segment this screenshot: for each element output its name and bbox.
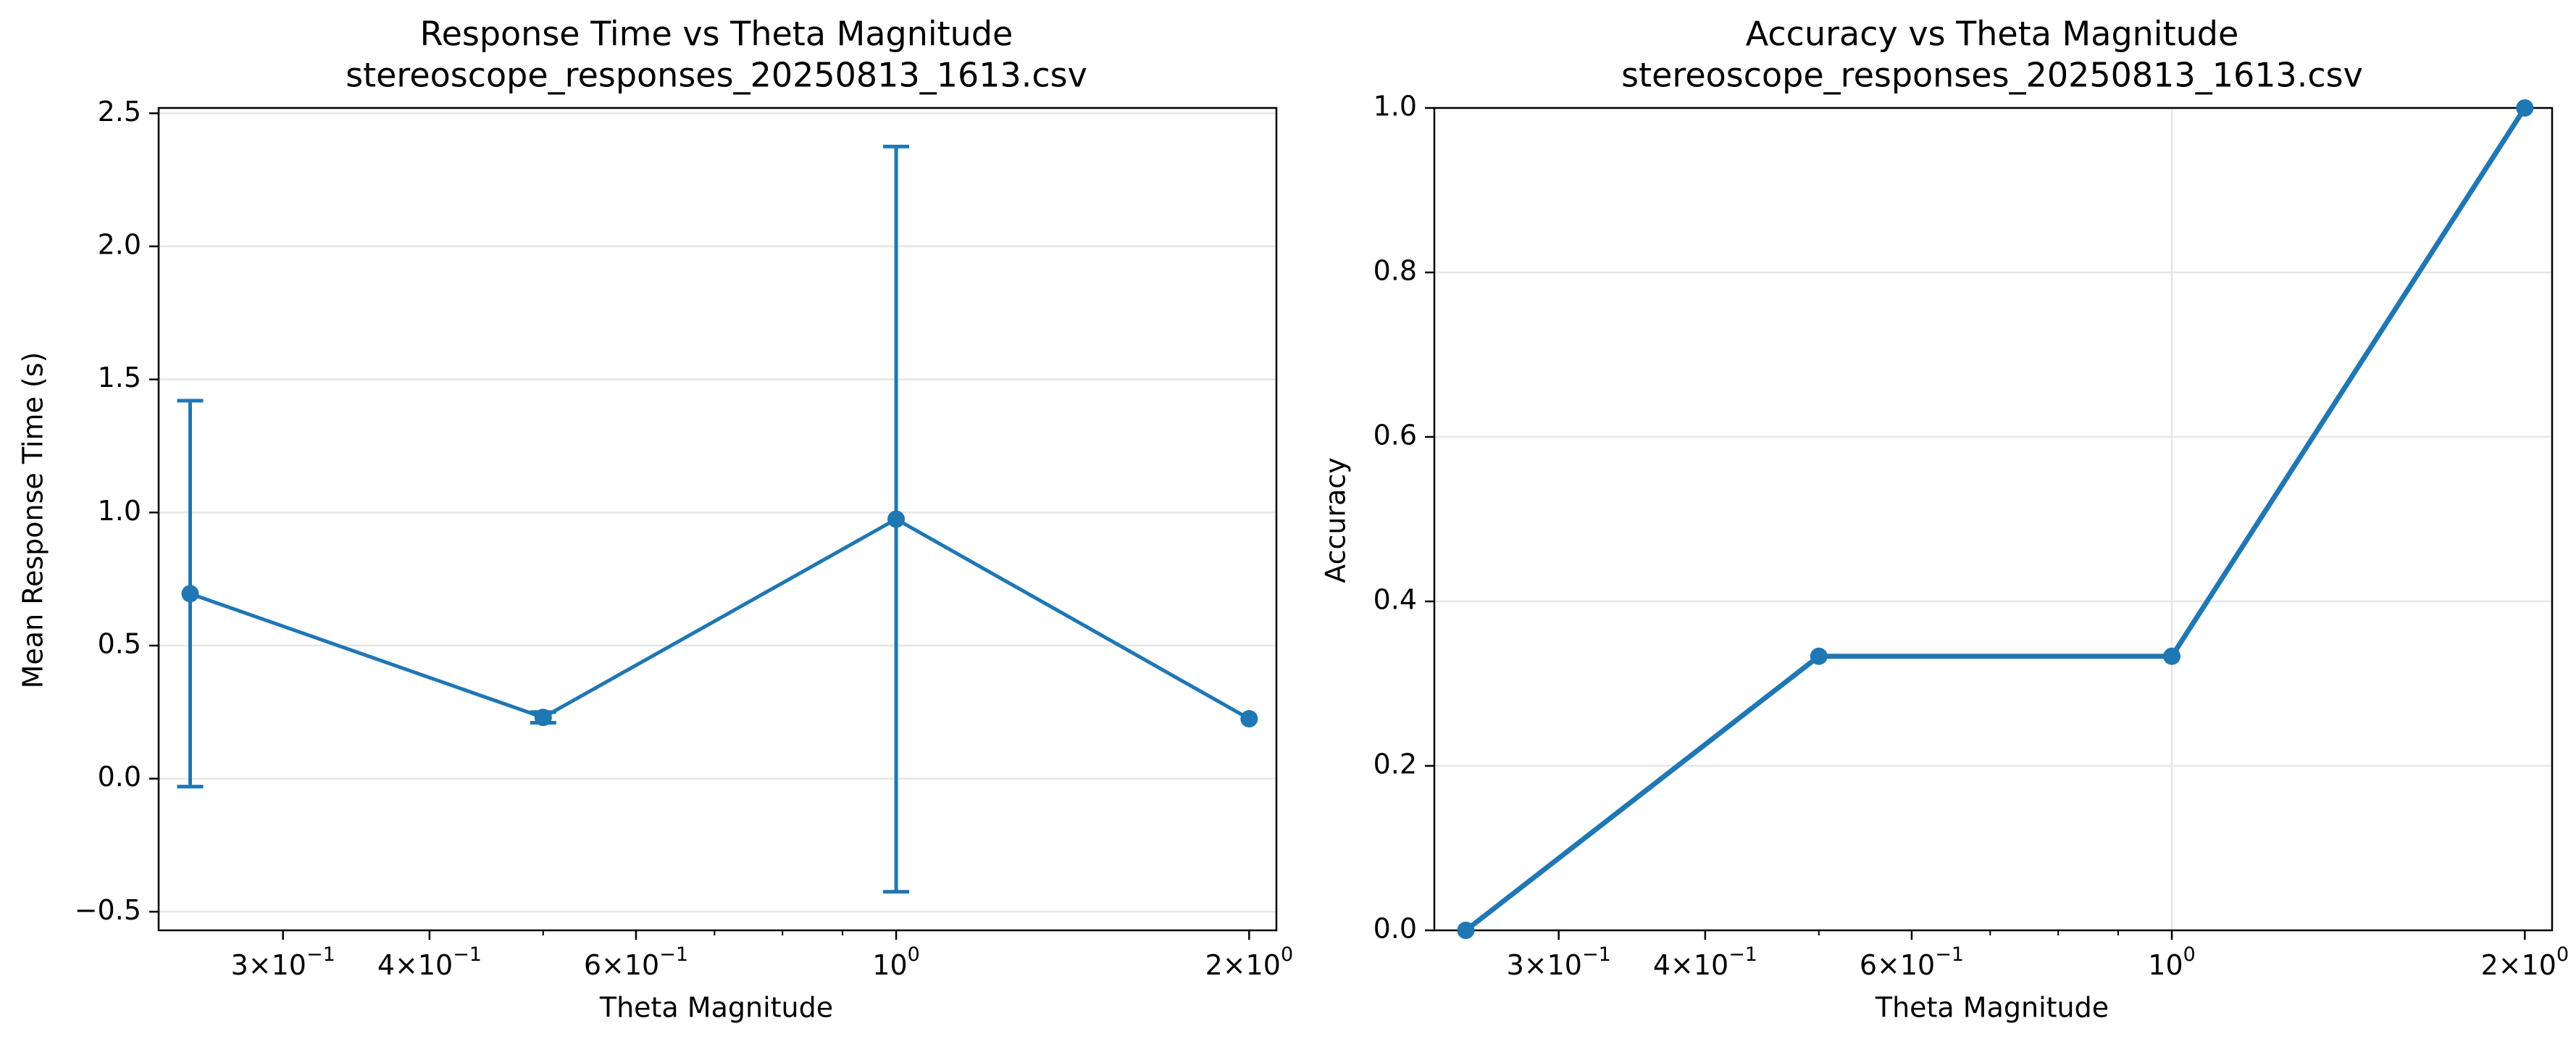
- y-tick-label: 0.5: [98, 627, 141, 659]
- x-tick-label: 6×10−1: [1860, 943, 1964, 981]
- x-axis: 3×10−1 4×10−1 6×10−1 100 2×100: [231, 930, 1294, 981]
- data-point: [1240, 709, 1258, 727]
- x-axis-label: Theta Magnitude: [1875, 992, 2109, 1024]
- x-tick-label: 6×10−1: [584, 943, 688, 981]
- y-tick-label: 2.5: [98, 96, 141, 128]
- data-point: [1810, 647, 1828, 665]
- data-point: [181, 585, 199, 603]
- axes-frame: [157, 107, 1278, 932]
- x-tick-label: 4×10−1: [1653, 943, 1757, 981]
- x-tick-label: 100: [872, 943, 920, 981]
- y-axis-label: Mean Response Time (s): [17, 352, 49, 689]
- y-tick-label: 1.0: [1373, 91, 1417, 122]
- y-tick-label: 0.6: [1373, 420, 1417, 451]
- chart-title: Response Time vs Theta Magnitude: [420, 14, 1013, 54]
- y-tick-label: 1.0: [98, 495, 141, 527]
- y-tick-label: −0.5: [75, 894, 141, 926]
- y-tick-label: 1.5: [98, 362, 141, 393]
- x-tick-label: 100: [2148, 943, 2196, 981]
- series-line: [1464, 107, 2527, 933]
- data-point: [534, 709, 552, 727]
- response-time-panel: Response Time vs Theta Magnitude stereos…: [17, 14, 1294, 1024]
- x-tick-label: 3×10−1: [231, 943, 335, 981]
- series-line: [189, 517, 1250, 721]
- data-point: [887, 510, 906, 528]
- accuracy-panel: Accuracy vs Theta Magnitude stereoscope_…: [1320, 14, 2569, 1024]
- data-point: [1457, 922, 1475, 939]
- y-axis: 0.0 0.2 0.4 0.6 0.8 1.0: [1373, 91, 1434, 945]
- x-tick-label: 4×10−1: [377, 943, 482, 981]
- y-tick-label: 0.8: [1373, 255, 1417, 287]
- y-tick-label: 2.0: [98, 229, 141, 261]
- y-axis: −0.5 0.0 0.5 1.0 1.5 2.0 2.5: [75, 96, 159, 926]
- y-axis-label: Accuracy: [1320, 457, 1352, 583]
- grid: [159, 112, 1276, 913]
- y-tick-label: 0.2: [1373, 748, 1417, 780]
- y-tick-label: 0.0: [1373, 913, 1417, 945]
- series: [1457, 99, 2534, 939]
- x-tick-label: 3×10−1: [1507, 943, 1611, 981]
- data-point: [2516, 99, 2534, 117]
- x-axis: 3×10−1 4×10−1 6×10−1 100 2×100: [1507, 930, 2569, 981]
- chart-subtitle: stereoscope_responses_20250813_1613.csv: [1621, 56, 2363, 95]
- x-tick-label: 2×100: [1205, 943, 1294, 981]
- series: [177, 144, 1258, 894]
- chart-subtitle: stereoscope_responses_20250813_1613.csv: [346, 56, 1087, 95]
- x-axis-label: Theta Magnitude: [599, 992, 833, 1024]
- y-tick-label: 0.0: [98, 761, 141, 793]
- x-tick-label: 2×100: [2481, 943, 2569, 981]
- y-tick-label: 0.4: [1373, 584, 1417, 616]
- axes-frame: [1433, 107, 2554, 932]
- data-point: [2163, 647, 2181, 665]
- chart-title: Accuracy vs Theta Magnitude: [1746, 14, 2239, 54]
